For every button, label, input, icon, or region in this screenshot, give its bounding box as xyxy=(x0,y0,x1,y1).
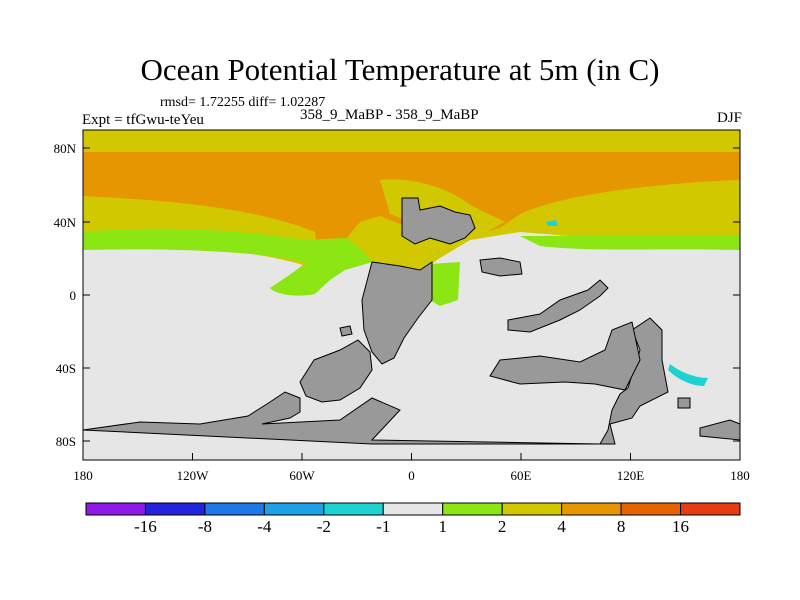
colorbar-label: -8 xyxy=(197,517,212,536)
colorbar-swatch xyxy=(204,502,265,516)
y-tick-label: 40S xyxy=(56,361,76,376)
temp-band-1-2-arabia xyxy=(430,262,460,306)
land-antarctica xyxy=(82,317,669,445)
x-tick-label: 60E xyxy=(511,468,532,483)
x-axis xyxy=(82,453,741,460)
colorbar-label: -1 xyxy=(376,517,391,536)
land-australia xyxy=(489,321,641,391)
map-title: Ocean Potential Temperature at 5m (in C) xyxy=(140,52,660,87)
land-asia-east xyxy=(479,257,523,277)
temp-band-1-2-east xyxy=(520,235,740,250)
land-masses xyxy=(82,197,741,445)
x-tick-label: 180 xyxy=(730,468,750,483)
temp-patch-cool-2 xyxy=(546,220,558,226)
colorbar-swatch xyxy=(680,502,741,516)
runs-label: 358_9_MaBP - 358_9_MaBP xyxy=(300,107,479,123)
season-label: DJF xyxy=(716,110,742,126)
colorbar xyxy=(85,502,741,516)
x-tick-label: 120E xyxy=(617,468,645,483)
y-tick-label: 40N xyxy=(54,215,77,230)
colorbar-label: 1 xyxy=(438,517,447,536)
colorbar-swatch xyxy=(85,502,146,516)
y-tick-label: 80S xyxy=(56,434,76,449)
stats-text: rmsd= 1.72255 diff= 1.02287 xyxy=(160,95,326,110)
colorbar-swatch xyxy=(323,502,384,516)
land-europe xyxy=(401,197,476,245)
colorbar-label: 8 xyxy=(616,517,626,536)
colorbar-label: -16 xyxy=(134,517,157,536)
land-indonesia xyxy=(507,279,609,333)
y-tick-label: 0 xyxy=(70,288,77,303)
y-axis xyxy=(83,147,740,442)
colorbar-label: -4 xyxy=(257,517,272,536)
y-tick-label: 80N xyxy=(54,141,77,156)
temp-patch-cool xyxy=(668,364,708,386)
colorbar-swatch xyxy=(501,502,563,516)
colorbar-swatch xyxy=(442,502,503,516)
x-tick-label: 120W xyxy=(177,468,210,483)
land-africa xyxy=(361,261,433,365)
colorbar-swatch xyxy=(561,502,622,516)
colorbar-swatch xyxy=(382,502,444,516)
colorbar-swatch xyxy=(144,502,206,516)
colorbar-swatch xyxy=(263,502,325,516)
x-tick-label: 180 xyxy=(73,468,93,483)
colorbar-label: 4 xyxy=(557,517,566,536)
x-tick-label: 0 xyxy=(408,468,415,483)
x-tick-label: 60W xyxy=(289,468,315,483)
colorbar-label: 16 xyxy=(672,517,690,536)
land-south-america xyxy=(299,339,373,403)
temp-band-1-2 xyxy=(83,228,372,296)
colorbar-swatch xyxy=(620,502,682,516)
colorbar-label: 2 xyxy=(497,517,507,536)
experiment-label: Expt = tfGwu-teYeu xyxy=(82,112,204,128)
land-islands xyxy=(339,325,691,409)
colorbar-label: -2 xyxy=(316,517,331,536)
